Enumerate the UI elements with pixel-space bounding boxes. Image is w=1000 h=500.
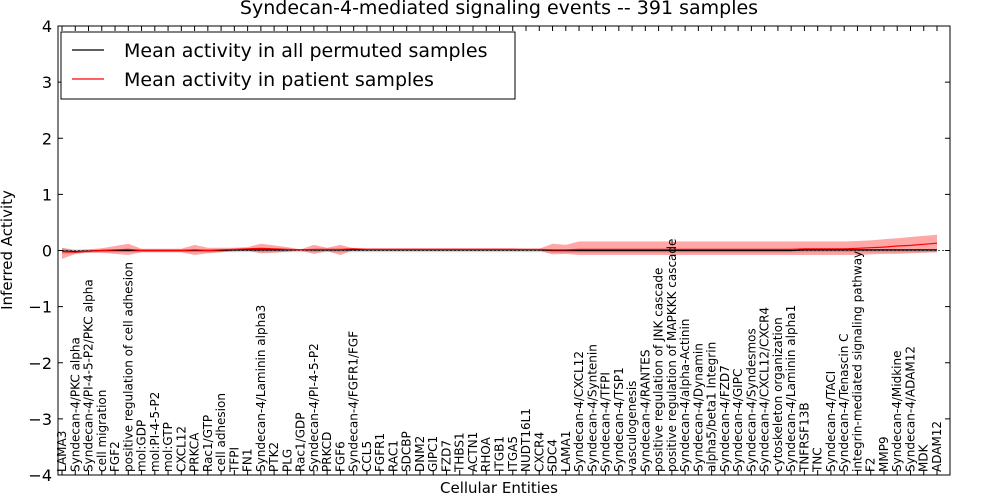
x-tick-label: Syndecan-4/Laminin alpha3 bbox=[254, 305, 268, 472]
x-tick-label: SDC4 bbox=[546, 439, 560, 472]
x-tick-label: Syndecan-4/Dynamin bbox=[691, 343, 705, 472]
x-tick-label: vasculogenesis bbox=[625, 381, 639, 472]
x-tick-label: DNM2 bbox=[413, 436, 427, 472]
x-tick-label: SDCBP bbox=[400, 431, 414, 472]
y-tick-label: −2 bbox=[28, 354, 52, 373]
x-tick-label: RAC1 bbox=[386, 440, 400, 472]
x-tick-label: Syndecan-4/alpha-Actinin bbox=[678, 319, 692, 472]
y-axis: −4 −3 −2 −1 0 1 2 3 4 bbox=[28, 17, 950, 485]
x-tick-label: PRKCD bbox=[320, 432, 334, 472]
x-tick-label: Rac1/GDP bbox=[294, 413, 308, 472]
x-tick-label: mol:GDP bbox=[135, 420, 149, 472]
y-tick-label: 3 bbox=[42, 73, 52, 92]
x-tick-label: NUDT16L1 bbox=[519, 408, 533, 472]
x-tick-label: Syndecan-4/Syntenin bbox=[585, 344, 599, 472]
x-tick-label: Syndecan-4/GIPC bbox=[731, 369, 745, 472]
x-tick-label: Syndecan-4/CXCL12/CXCR4 bbox=[758, 307, 772, 472]
x-tick-label: F2 bbox=[864, 457, 878, 472]
x-tick-label: FN1 bbox=[241, 448, 255, 472]
x-tick-label: positive regulation of cell adhesion bbox=[121, 262, 135, 472]
x-tick-label: PRKCA bbox=[188, 432, 202, 472]
y-tick-label: 4 bbox=[42, 17, 52, 36]
x-tick-label: MDK bbox=[917, 443, 931, 472]
x-tick-label: Syndecan-4/PI-4-5-P2/PKC alpha bbox=[82, 279, 96, 472]
x-tick-label: TNC bbox=[811, 447, 825, 473]
y-tick-label: 0 bbox=[42, 242, 52, 261]
y-tick-label: 2 bbox=[42, 129, 52, 148]
x-tick-label: Syndecan-4/TSP1 bbox=[612, 367, 626, 472]
x-tick-label: CCL5 bbox=[360, 441, 374, 472]
y-tick-label: −3 bbox=[28, 410, 52, 429]
x-tick-label: FGFR1 bbox=[373, 433, 387, 472]
x-tick-label: GIPC1 bbox=[426, 436, 440, 472]
x-tick-label: FZD7 bbox=[440, 440, 454, 472]
x-tick-label: Syndecan-4/FGFR1/FGF bbox=[347, 331, 361, 472]
x-tick-label: Syndecan-4/Laminin alpha1 bbox=[784, 305, 798, 472]
x-axis: LAMA3 Syndecan-4/PKC alpha Syndecan-4/PI-4… bbox=[55, 26, 944, 475]
x-tick-label: cytoskeleton organization bbox=[771, 317, 785, 472]
x-axis-label: Cellular Entities bbox=[440, 479, 558, 497]
x-tick-label: FGF2 bbox=[108, 441, 122, 472]
x-tick-label: Syndecan-4/PKC alpha bbox=[68, 337, 82, 472]
y-tick-label: −4 bbox=[28, 466, 52, 485]
x-tick-label: alpha5/beta1 Integrin bbox=[705, 342, 719, 472]
x-tick-label: Syndecan-4/FZD7 bbox=[718, 365, 732, 472]
x-tick-label: cell migration bbox=[95, 390, 109, 472]
legend-label-permuted: Mean activity in all permuted samples bbox=[124, 40, 487, 62]
y-axis-label: Inferred Activity bbox=[0, 190, 16, 310]
x-tick-label: PTK2 bbox=[267, 442, 281, 472]
x-tick-label: TFPI bbox=[227, 447, 241, 473]
x-tick-label: Syndecan-4/Midkine bbox=[890, 351, 904, 472]
y-tick-label: −1 bbox=[28, 298, 52, 317]
x-tick-label: THBS1 bbox=[453, 432, 467, 473]
band-mean-activity-in-patient-samples bbox=[62, 234, 937, 259]
x-tick-label: ITGA5 bbox=[506, 436, 520, 472]
x-tick-label: ITGB1 bbox=[493, 436, 507, 472]
x-tick-label: CXCR4 bbox=[532, 432, 546, 472]
x-tick-label: positive regulation of MAPKKK cascade bbox=[665, 239, 679, 472]
x-tick-label: cell adhesion bbox=[214, 393, 228, 472]
legend-label-patient: Mean activity in patient samples bbox=[124, 69, 434, 91]
x-tick-label: PLG bbox=[280, 449, 294, 472]
x-tick-label: mol:PI-4-5-P2 bbox=[148, 392, 162, 472]
x-tick-label: Rac1/GTP bbox=[201, 415, 215, 472]
x-tick-label: ADAM12 bbox=[930, 421, 944, 472]
x-tick-label: CXCL12 bbox=[174, 426, 188, 472]
x-tick-label: ACTN1 bbox=[466, 432, 480, 472]
x-tick-label: Syndecan-4/RANTES bbox=[638, 350, 652, 472]
x-tick-label: Syndecan-4/Tenascin C bbox=[837, 333, 851, 472]
x-tick-label: RHOA bbox=[479, 436, 493, 472]
series-lines bbox=[58, 242, 950, 253]
x-tick-label: Syndecan-4/Syndesmos bbox=[744, 328, 758, 472]
x-tick-label: mol:GTP bbox=[161, 422, 175, 472]
x-tick-label: TNFRSF13B bbox=[797, 402, 811, 473]
x-tick-label: positive regulation of JNK cascade bbox=[652, 268, 666, 472]
x-tick-label: Syndecan-4/CXCL12 bbox=[572, 351, 586, 472]
line-mean-activity-in-patient-samples bbox=[61, 242, 938, 253]
x-tick-label: LAMA3 bbox=[55, 431, 69, 472]
legend: Mean activity in all permuted samples Me… bbox=[60, 31, 516, 100]
x-tick-label: FGF6 bbox=[333, 441, 347, 472]
x-tick-label: Syndecan-4/TFPI bbox=[599, 372, 613, 472]
legend-box bbox=[60, 31, 516, 100]
x-tick-label: Syndecan-4/PI-4-5-P2 bbox=[307, 343, 321, 472]
y-tick-label: 1 bbox=[42, 185, 52, 204]
x-tick-label: Syndecan-4/TACI bbox=[824, 371, 838, 472]
x-tick-label: Syndecan-4/ADAM12 bbox=[904, 346, 918, 472]
x-tick-label: integrin-mediated signaling pathway bbox=[851, 251, 865, 472]
x-tick-label: LAMA1 bbox=[559, 431, 573, 472]
chart-title: Syndecan-4-mediated signaling events -- … bbox=[240, 0, 758, 19]
confidence-bands bbox=[62, 234, 937, 259]
x-tick-label: MMP9 bbox=[877, 436, 891, 472]
